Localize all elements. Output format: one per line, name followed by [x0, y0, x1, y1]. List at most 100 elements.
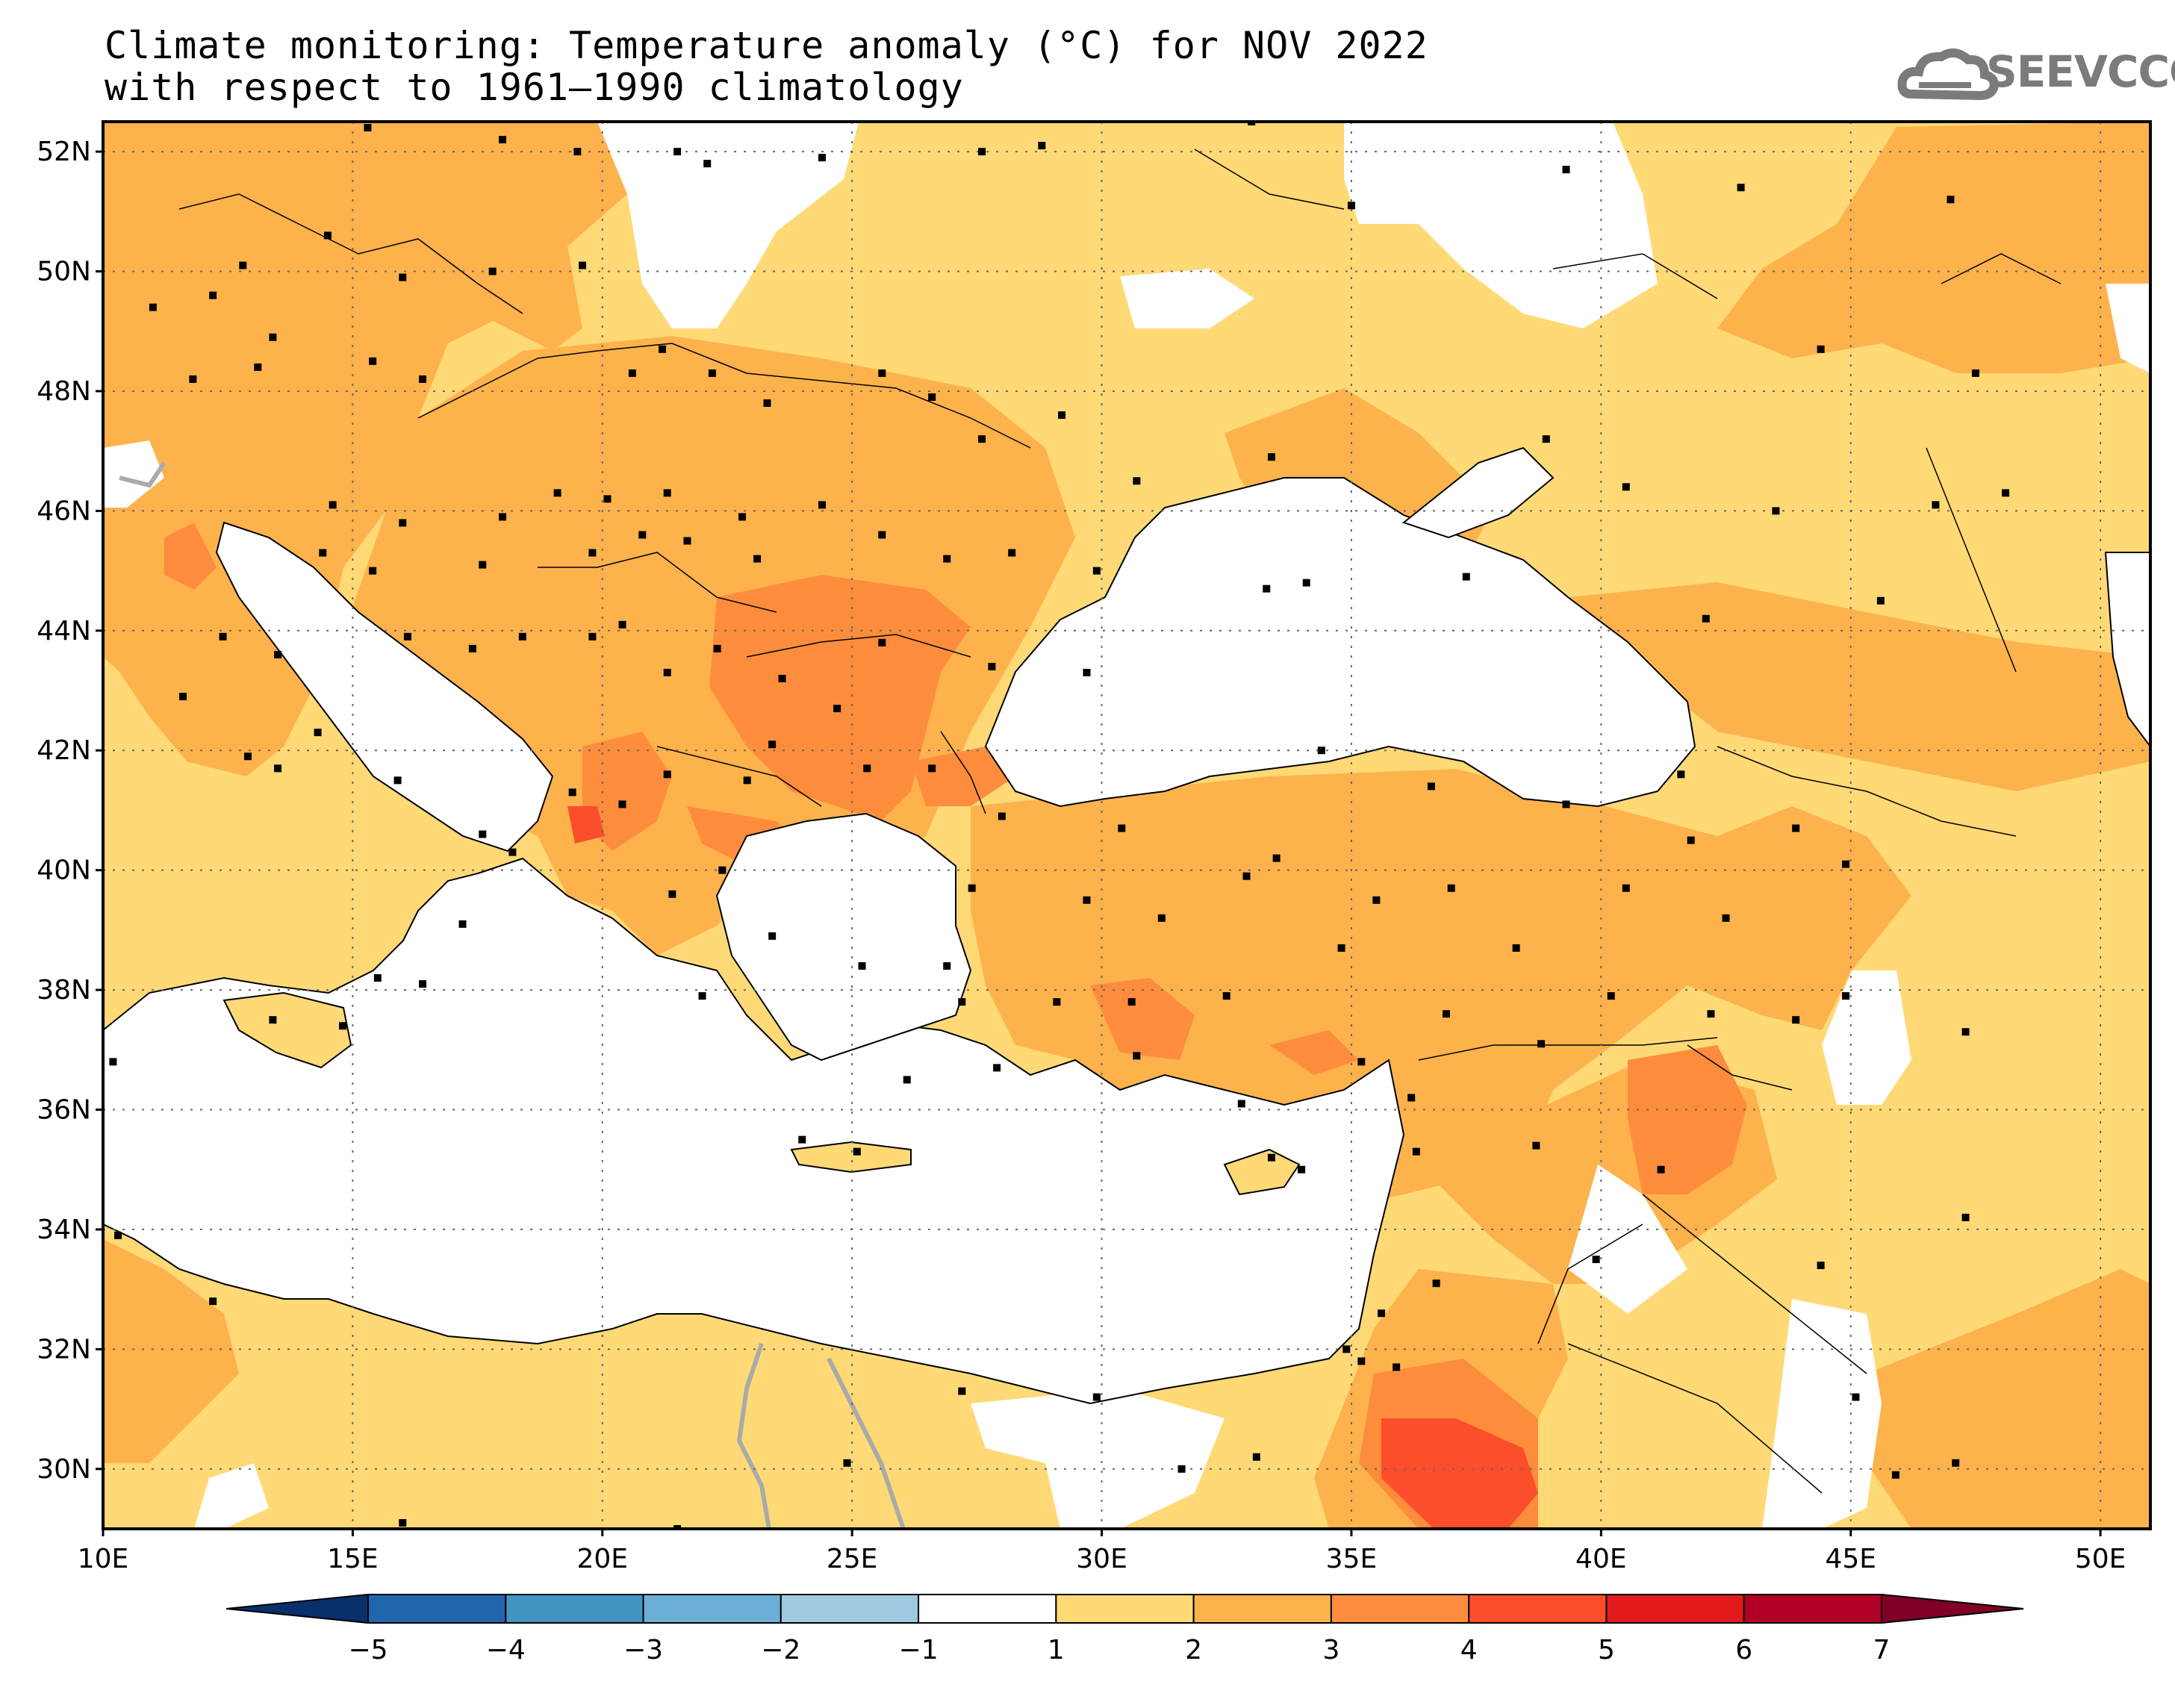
country-borders: [178, 149, 2062, 1494]
colorbar-tick-label: 1: [1048, 1635, 1065, 1665]
station-marker: [878, 638, 886, 646]
station-marker: [998, 812, 1006, 820]
station-marker: [768, 932, 777, 940]
colorbar-segment: [1192, 1594, 1332, 1624]
station-marker: [239, 261, 247, 269]
station-marker: [843, 1459, 851, 1467]
station-marker: [668, 890, 676, 898]
station-marker: [858, 962, 866, 970]
station-marker: [1347, 202, 1355, 210]
station-marker: [818, 154, 827, 162]
station-marker: [1687, 836, 1695, 844]
station-marker: [274, 650, 282, 658]
station-marker: [1083, 896, 1091, 904]
station-marker: [488, 267, 497, 275]
station-marker: [109, 1058, 117, 1066]
station-marker: [1971, 369, 1979, 377]
station-marker: [978, 435, 986, 443]
lat-label: 48N: [37, 376, 91, 407]
station-marker: [1707, 1010, 1715, 1018]
station-marker: [1267, 1153, 1275, 1162]
station-marker: [1542, 435, 1550, 443]
colorbar-segment: [780, 1594, 920, 1624]
station-marker: [1357, 1357, 1366, 1365]
station-marker: [1842, 860, 1850, 868]
station-marker: [878, 369, 886, 377]
station-marker: [323, 231, 332, 240]
station-marker: [1242, 872, 1251, 880]
station-marker: [329, 501, 337, 509]
station-marker: [1891, 1471, 1899, 1479]
station-marker: [588, 549, 597, 557]
station-marker: [1852, 1393, 1860, 1401]
station-marker: [1722, 914, 1730, 922]
gridlines: [103, 122, 2150, 1529]
station-marker: [479, 561, 487, 569]
station-marker: [1378, 1309, 1386, 1318]
logo-text: SEEVCCC: [1986, 46, 2175, 97]
lon-label: 10E: [78, 1544, 129, 1574]
station-marker: [853, 1147, 861, 1156]
station-marker: [1432, 1280, 1440, 1288]
colorbar-tick-label: −3: [623, 1635, 663, 1665]
colorbar-segment: [1468, 1594, 1608, 1624]
station-marker: [1462, 573, 1470, 581]
station-marker: [518, 632, 526, 640]
station-marker: [1267, 453, 1275, 461]
caspian-sea: [2104, 552, 2150, 748]
colorbar-tick-label: 5: [1598, 1635, 1615, 1665]
colorbar-segment: [1743, 1594, 1883, 1624]
station-marker: [968, 884, 976, 892]
station-marker: [753, 555, 762, 563]
colorbar-segment: [1055, 1594, 1195, 1624]
station-marker: [369, 567, 377, 575]
station-marker: [1407, 1094, 1416, 1102]
colorbar-segment: [367, 1594, 507, 1624]
station-marker: [209, 1297, 217, 1306]
station-marker: [1127, 998, 1136, 1006]
station-marker: [573, 148, 582, 156]
station-marker: [419, 375, 427, 383]
station-marker: [553, 489, 561, 497]
station-marker: [1038, 142, 1046, 150]
lon-label: 15E: [327, 1544, 379, 1574]
lat-label: 50N: [37, 257, 91, 287]
colorbar-segment: [1605, 1594, 1745, 1624]
station-marker: [673, 1525, 682, 1529]
lat-label: 36N: [37, 1095, 91, 1126]
station-marker: [1237, 1100, 1245, 1108]
station-marker: [114, 1231, 122, 1239]
station-marker: [1393, 1363, 1401, 1371]
station-marker: [863, 764, 871, 773]
station-marker: [1177, 1465, 1186, 1473]
station-marker: [659, 345, 667, 353]
station-marker: [718, 866, 726, 874]
colorbar-tick-label: 4: [1460, 1635, 1478, 1665]
station-marker: [219, 632, 227, 640]
station-marker: [419, 980, 427, 988]
station-marker: [1947, 196, 1955, 204]
station-marker: [1677, 770, 1685, 779]
station-marker: [663, 489, 671, 497]
station-marker: [1932, 501, 1940, 509]
station-marker: [978, 148, 986, 156]
station-marker: [713, 644, 721, 652]
station-marker: [1737, 184, 1745, 192]
station-markers: [109, 122, 2010, 1529]
station-marker: [1512, 944, 1520, 952]
map-title-line2: with respect to 1961–1990 climatology: [105, 66, 964, 109]
lat-label: 30N: [37, 1454, 91, 1485]
station-marker: [1537, 1040, 1546, 1048]
station-marker: [588, 632, 597, 640]
station-marker: [833, 705, 841, 713]
station-marker: [1133, 477, 1141, 485]
station-marker: [399, 519, 407, 527]
station-marker: [568, 788, 576, 797]
station-marker: [798, 1135, 806, 1144]
station-marker: [209, 291, 217, 299]
station-marker: [1083, 668, 1091, 676]
station-marker: [1263, 585, 1271, 593]
colorbar-high-arrow: [1881, 1593, 2024, 1624]
station-marker: [638, 531, 647, 539]
sea-of-azov: [1401, 446, 1555, 539]
